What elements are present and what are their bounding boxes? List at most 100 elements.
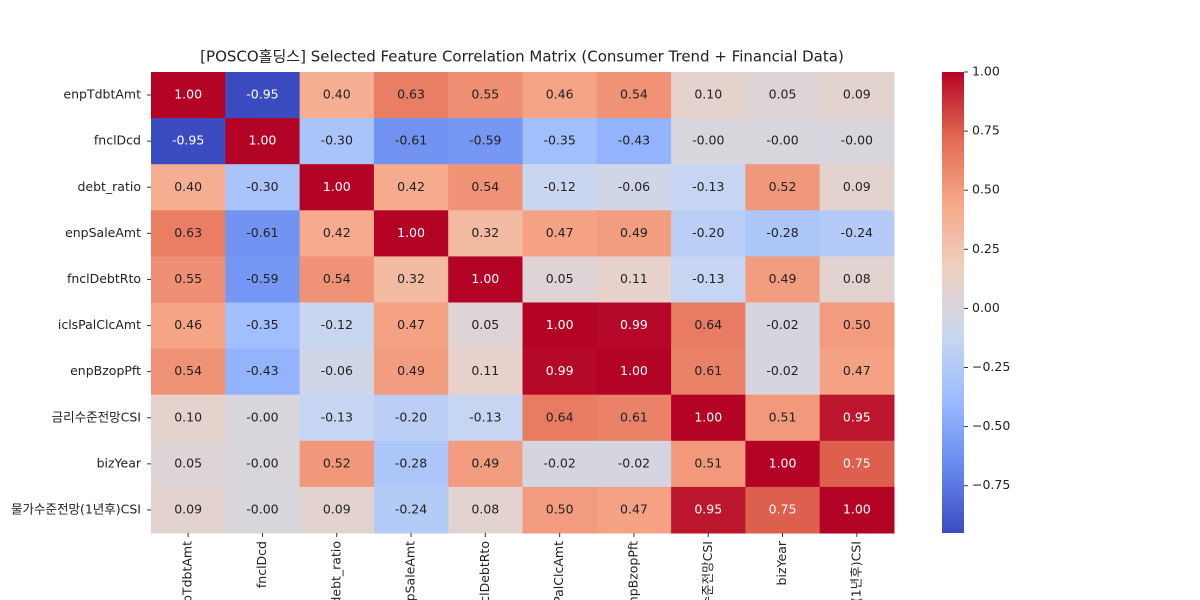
y-tick-label: enpBzopPft	[70, 363, 141, 378]
x-tick-label: fnclDcd	[254, 541, 269, 588]
heatmap-cell	[819, 394, 895, 442]
cell-label: 0.11	[620, 271, 648, 286]
colorbar-tick-label: 0.75	[972, 123, 1000, 138]
heatmap-cell	[671, 72, 746, 119]
cell-label: 0.54	[620, 87, 648, 102]
heatmap-cell	[373, 164, 449, 211]
y-tick-label: iclsPalClcAmt	[58, 317, 141, 332]
heatmap-cell	[151, 72, 226, 119]
cell-label: 1.00	[174, 87, 202, 102]
cell-label: 0.54	[174, 363, 202, 378]
cell-label: -0.06	[321, 363, 353, 378]
heatmap-cell	[151, 394, 226, 442]
heatmap-cell	[671, 210, 746, 257]
heatmap-cell	[225, 394, 301, 442]
heatmap-cell	[522, 348, 598, 396]
chart-title: [POSCO홀딩스] Selected Feature Correlation …	[200, 48, 844, 66]
heatmap-cell	[745, 486, 821, 534]
cell-label: 0.61	[620, 409, 648, 424]
colorbar-tick-label: −0.25	[972, 359, 1010, 374]
heatmap-cell	[151, 118, 226, 165]
heatmap-cell	[819, 348, 895, 396]
heatmap-cell	[448, 210, 523, 257]
heatmap-cell	[522, 256, 598, 303]
colorbar-tick-label: 0.00	[972, 300, 1000, 315]
colorbar-tick-label: −0.50	[972, 418, 1010, 433]
heatmap-cell	[299, 486, 375, 534]
cell-label: -0.00	[246, 409, 278, 424]
cell-label: 0.08	[843, 271, 871, 286]
heatmap-cell	[225, 210, 301, 257]
heatmap-cell	[522, 440, 598, 488]
heatmap-cell	[522, 210, 598, 257]
x-tick-label: enpTdbtAmt	[180, 541, 195, 600]
cell-label: 0.50	[546, 501, 574, 516]
cell-label: 0.99	[620, 317, 648, 332]
cell-label: 0.47	[397, 317, 425, 332]
heatmap-cell	[522, 302, 598, 350]
cell-label: -0.59	[469, 133, 501, 148]
heatmap-cell	[819, 302, 895, 350]
heatmap-cell	[299, 210, 375, 257]
cell-label: -0.13	[321, 409, 353, 424]
cell-label: -0.00	[692, 133, 724, 148]
heatmap-cell	[373, 118, 449, 165]
cell-label: 0.52	[769, 179, 797, 194]
heatmap-cell	[448, 486, 523, 534]
cell-label: -0.35	[543, 133, 575, 148]
heatmap-cell	[151, 164, 226, 211]
heatmap-cell	[596, 302, 672, 350]
cell-label: 0.49	[471, 455, 499, 470]
heatmap-cell	[745, 210, 821, 257]
cell-label: 0.32	[471, 225, 499, 240]
cell-label: -0.12	[321, 317, 353, 332]
cell-label: -0.43	[618, 133, 650, 148]
cell-label: 0.42	[397, 179, 425, 194]
cell-label: 0.99	[546, 363, 574, 378]
heatmap-cell	[819, 164, 895, 211]
heatmap-cell	[671, 394, 746, 442]
cell-label: 0.08	[471, 501, 499, 516]
heatmap-cell	[299, 164, 375, 211]
heatmap-cell	[299, 394, 375, 442]
cell-label: 0.05	[546, 271, 574, 286]
cell-label: -0.28	[395, 455, 427, 470]
cell-label: 0.49	[397, 363, 425, 378]
heatmap-cell	[225, 440, 301, 488]
cell-label: -0.02	[766, 363, 798, 378]
cell-label: 0.40	[174, 179, 202, 194]
y-tick-label: enpTdbtAmt	[63, 87, 141, 102]
cell-label: 0.09	[323, 501, 351, 516]
heatmap-cell	[448, 72, 523, 119]
cell-label: 0.09	[843, 179, 871, 194]
heatmap-cell	[671, 256, 746, 303]
heatmap-cell	[522, 394, 598, 442]
cell-label: -0.13	[692, 179, 724, 194]
colorbar-tick-label: −0.75	[972, 477, 1010, 492]
heatmap-cell	[448, 118, 523, 165]
cell-label: 0.47	[620, 501, 648, 516]
cell-label: 1.00	[769, 455, 797, 470]
cell-label: -0.43	[246, 363, 278, 378]
cell-label: 0.55	[174, 271, 202, 286]
heatmap-cell	[819, 256, 895, 303]
cell-label: 0.05	[769, 87, 797, 102]
heatmap-cell	[373, 394, 449, 442]
colorbar-tick-label: 0.25	[972, 241, 1000, 256]
heatmap-cell	[819, 210, 895, 257]
x-tick-label: debt_ratio	[328, 541, 343, 600]
heatmap-cell	[225, 302, 301, 350]
cell-label: 0.46	[546, 87, 574, 102]
cell-label: -0.30	[321, 133, 353, 148]
heatmap-cell	[448, 440, 523, 488]
heatmap-cell	[596, 256, 672, 303]
heatmap-cell	[151, 486, 226, 534]
cell-label: 0.54	[471, 179, 499, 194]
cell-label: 0.75	[843, 455, 871, 470]
heatmap-cell	[522, 72, 598, 119]
cell-label: -0.24	[841, 225, 873, 240]
cell-label: 0.47	[546, 225, 574, 240]
x-tick-label: 물가수준전망(1년후)CSI	[848, 541, 863, 600]
heatmap-cell	[596, 394, 672, 442]
heatmap-cell	[596, 72, 672, 119]
